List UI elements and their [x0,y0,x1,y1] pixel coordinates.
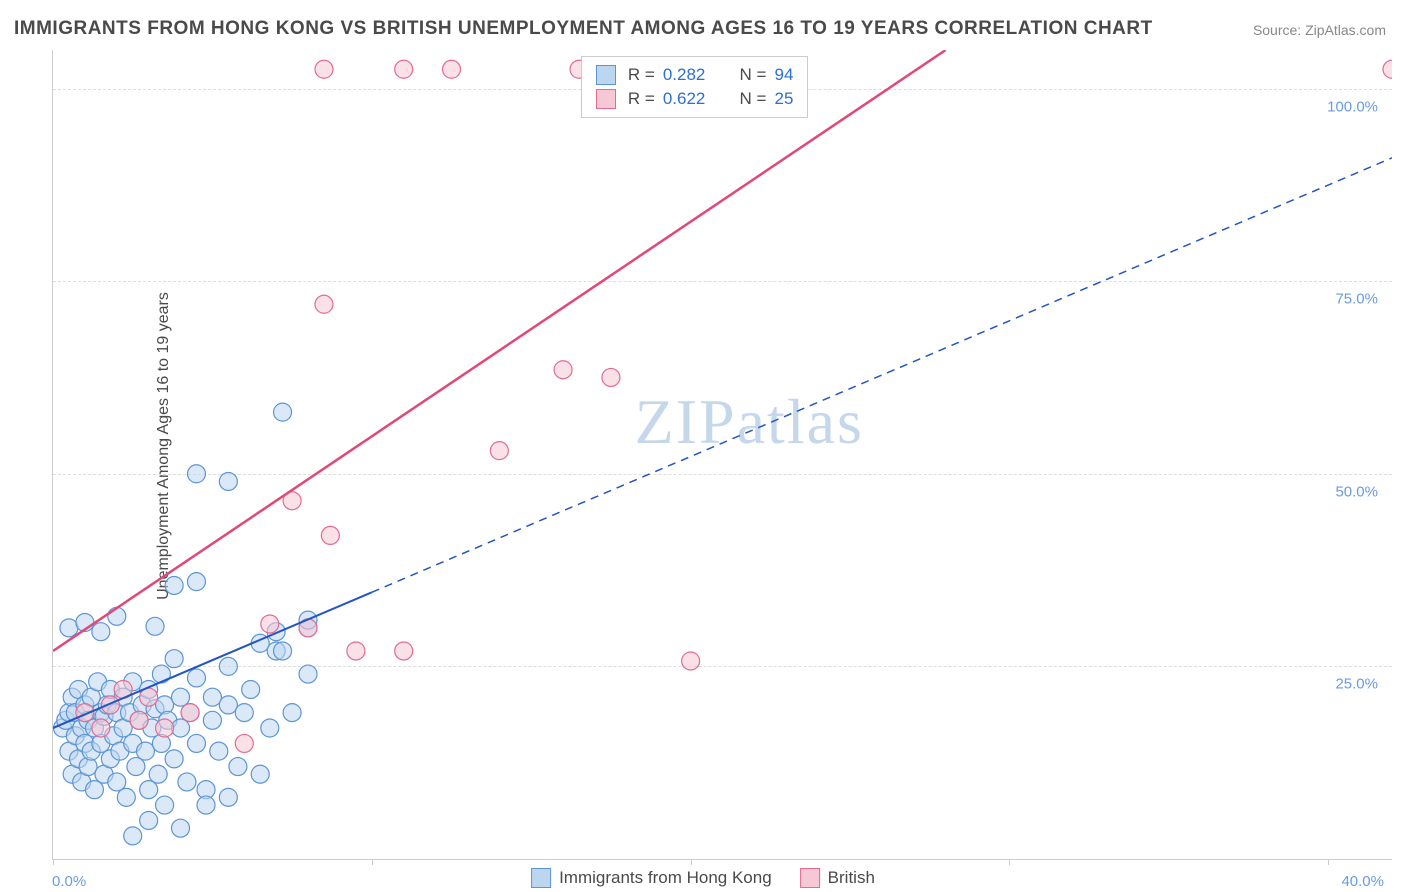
scatter-point [395,60,413,78]
scatter-point [242,680,260,698]
scatter-point [219,788,237,806]
trend-line-dashed [372,158,1392,592]
scatter-point [149,765,167,783]
legend-r-value: 0.622 [663,89,706,109]
x-tick [1009,859,1010,865]
legend-top-row: R = 0.622 N = 25 [596,87,794,111]
scatter-point [117,788,135,806]
scatter-point [554,361,572,379]
scatter-point [92,623,110,641]
scatter-point [187,573,205,591]
legend-series-label: Immigrants from Hong Kong [559,868,772,888]
legend-top: R = 0.282 N = 94R = 0.622 N = 25 [581,56,809,118]
scatter-point [299,665,317,683]
scatter-point [187,465,205,483]
scatter-point [60,619,78,637]
scatter-point [443,60,461,78]
scatter-point [229,758,247,776]
scatter-point [251,765,269,783]
legend-n-label: N = [740,89,767,109]
scatter-point [210,742,228,760]
scatter-point [101,696,119,714]
scatter-point [140,811,158,829]
scatter-point [172,719,190,737]
scatter-point [219,472,237,490]
x-tick [691,859,692,865]
legend-bottom-item: British [800,868,875,888]
scatter-point [682,652,700,670]
scatter-point [219,657,237,675]
scatter-point [124,827,142,845]
scatter-point [274,642,292,660]
scatter-point [165,750,183,768]
scatter-point [146,617,164,635]
scatter-point [156,796,174,814]
plot-area: ZIPatlas 25.0%50.0%75.0%100.0% [52,50,1392,860]
scatter-point [181,704,199,722]
legend-bottom: Immigrants from Hong Kong British [531,868,875,888]
scatter-point [187,734,205,752]
x-tick [372,859,373,865]
legend-swatch [800,868,820,888]
scatter-point [156,719,174,737]
legend-swatch [596,89,616,109]
scatter-point [108,607,126,625]
trend-line-solid [53,592,372,728]
scatter-point [315,295,333,313]
scatter-point [602,368,620,386]
scatter-point [140,781,158,799]
legend-r-value: 0.282 [663,65,706,85]
legend-swatch [596,65,616,85]
scatter-point [156,696,174,714]
scatter-point [283,704,301,722]
scatter-point [235,734,253,752]
x-tick-label-min: 0.0% [52,873,86,890]
x-tick [1328,859,1329,865]
scatter-point [172,688,190,706]
scatter-point [235,704,253,722]
chart-title: IMMIGRANTS FROM HONG KONG VS BRITISH UNE… [14,18,1153,40]
scatter-point [79,758,97,776]
scatter-point [347,642,365,660]
scatter-point [130,711,148,729]
scatter-point [178,773,196,791]
scatter-point [108,773,126,791]
scatter-point [92,719,110,737]
scatter-point [261,615,279,633]
scatter-point [85,781,103,799]
scatter-point [274,403,292,421]
legend-bottom-item: Immigrants from Hong Kong [531,868,772,888]
legend-r-label: R = [628,89,655,109]
scatter-point [321,526,339,544]
scatter-point [152,665,170,683]
scatter-point [187,669,205,687]
legend-series-label: British [828,868,875,888]
legend-n-value: 94 [774,65,793,85]
legend-n-label: N = [740,65,767,85]
scatter-point [152,734,170,752]
legend-swatch [531,868,551,888]
scatter-point [197,796,215,814]
scatter-point [1383,60,1392,78]
scatter-point [203,688,221,706]
x-tick [53,859,54,865]
scatter-point [165,576,183,594]
scatter-point [203,711,221,729]
chart-svg [53,50,1392,859]
scatter-point [261,719,279,737]
scatter-point [136,742,154,760]
scatter-point [127,758,145,776]
trend-line [53,50,946,651]
scatter-point [219,696,237,714]
scatter-point [315,60,333,78]
x-tick-label-max: 40.0% [1341,873,1384,890]
source-attribution: Source: ZipAtlas.com [1253,22,1386,38]
scatter-point [165,650,183,668]
scatter-point [395,642,413,660]
legend-n-value: 25 [774,89,793,109]
scatter-point [172,819,190,837]
scatter-point [490,442,508,460]
legend-r-label: R = [628,65,655,85]
legend-top-row: R = 0.282 N = 94 [596,63,794,87]
